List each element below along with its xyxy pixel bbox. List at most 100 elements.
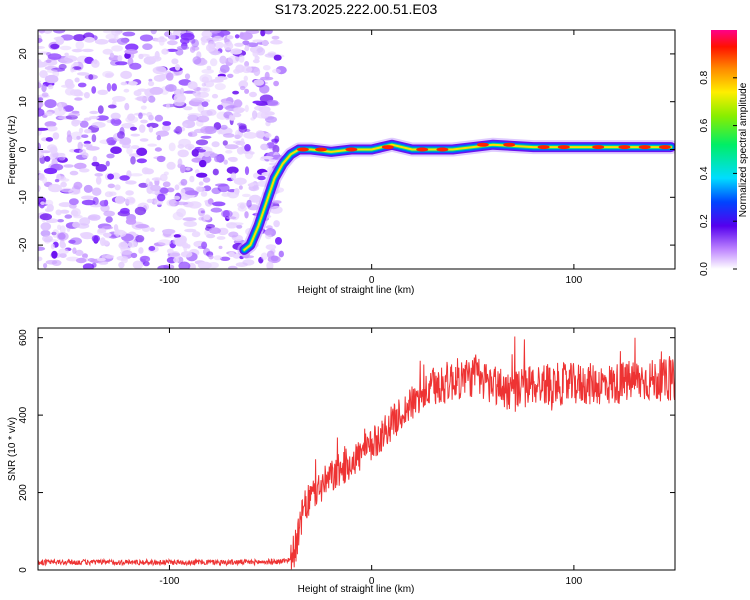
ridge-outer [239,139,675,255]
noise-blob [226,35,234,40]
noise-blob [191,97,205,102]
top-x-axis-label: Height of straight line (km) [298,285,415,296]
noise-blob [125,196,136,205]
noise-blob [101,254,107,259]
ridge-blue [240,141,675,254]
noise-blob [104,191,113,198]
noise-blob [148,246,156,251]
bottom-x-tick-label: 0 [369,576,375,587]
noise-blob [133,90,142,97]
noise-blob [271,35,280,40]
noise-blob [179,164,186,174]
noise-blob [220,124,228,130]
noise-blob [201,82,207,87]
noise-blob [130,156,136,165]
noise-blob [275,237,282,245]
noise-blob [227,73,234,78]
colorbar-gradient [711,30,737,269]
noise-blob [110,112,121,120]
noise-blob [98,260,109,265]
noise-blob [145,178,151,187]
noise-blob [79,120,89,128]
noise-blob [101,225,113,230]
noise-blob [222,133,235,138]
noise-blob [252,50,259,57]
noise-blob [194,94,202,99]
noise-blob [72,247,77,254]
noise-blob [63,164,74,168]
noise-blob [203,151,211,157]
noise-blob [83,140,91,145]
ridge-hotspot [618,145,631,150]
noise-blob [64,87,75,96]
noise-blob [110,118,116,125]
noise-blob [38,108,45,117]
noise-blob [228,231,239,238]
noise-blob [165,103,171,109]
noise-blob [177,158,183,167]
ridge-hotspot [658,145,671,150]
noise-blob [45,125,58,132]
noise-blob [140,119,148,124]
noise-blob [38,256,43,262]
noise-blob [155,130,169,137]
noise-blob [44,121,57,128]
noise-blob [43,263,48,269]
noise-blob [171,58,179,65]
noise-blob [45,137,54,142]
noise-blob [114,184,121,191]
noise-blob [202,87,211,93]
noise-blob [138,124,146,133]
noise-blob [216,236,226,240]
colorbar-tick-label: 0.8 [699,70,710,84]
noise-blob [173,195,181,200]
noise-blob [166,161,176,170]
noise-blob [146,198,154,203]
top-y-axis-label: Frequency (Hz) [7,116,18,185]
noise-blob [82,263,95,269]
noise-blob [230,48,243,55]
noise-blob [106,153,115,159]
noise-blob [180,32,195,41]
noise-blob [200,191,208,197]
noise-blob [149,86,164,95]
noise-blob [260,156,274,160]
noise-blob [201,68,214,74]
noise-blob [195,186,203,193]
noise-blob [204,229,210,236]
noise-blob [212,201,226,207]
noise-blob [272,200,282,204]
noise-blob [162,124,171,132]
noise-blob [200,125,214,135]
noise-blob [117,55,123,62]
noise-blob [244,104,249,113]
noise-blob [154,114,164,122]
noise-blob [39,70,48,79]
noise-blob [223,41,234,51]
noise-blob [47,84,54,90]
noise-blob [174,201,189,206]
bottom-y-tick-label: 200 [18,484,29,501]
noise-blob [244,144,251,152]
noise-blob [237,205,247,212]
noise-blob [91,235,101,243]
noise-blob [116,255,129,261]
noise-blob [75,40,85,50]
noise-blob [209,30,221,34]
noise-blob [104,74,114,79]
noise-blob [173,234,181,238]
noise-blob [77,82,87,88]
noise-blob [105,33,117,40]
noise-blob [79,148,86,155]
noise-blob [242,40,250,46]
noise-blob [198,159,207,168]
noise-blob [226,166,239,174]
noise-blob [232,90,240,95]
noise-blob [221,192,231,197]
noise-blob [201,101,209,107]
noise-blob [59,253,67,258]
noise-blob [79,168,90,173]
noise-blob [274,135,280,143]
ridge-hotspot [345,147,358,152]
noise-blob [117,131,125,139]
